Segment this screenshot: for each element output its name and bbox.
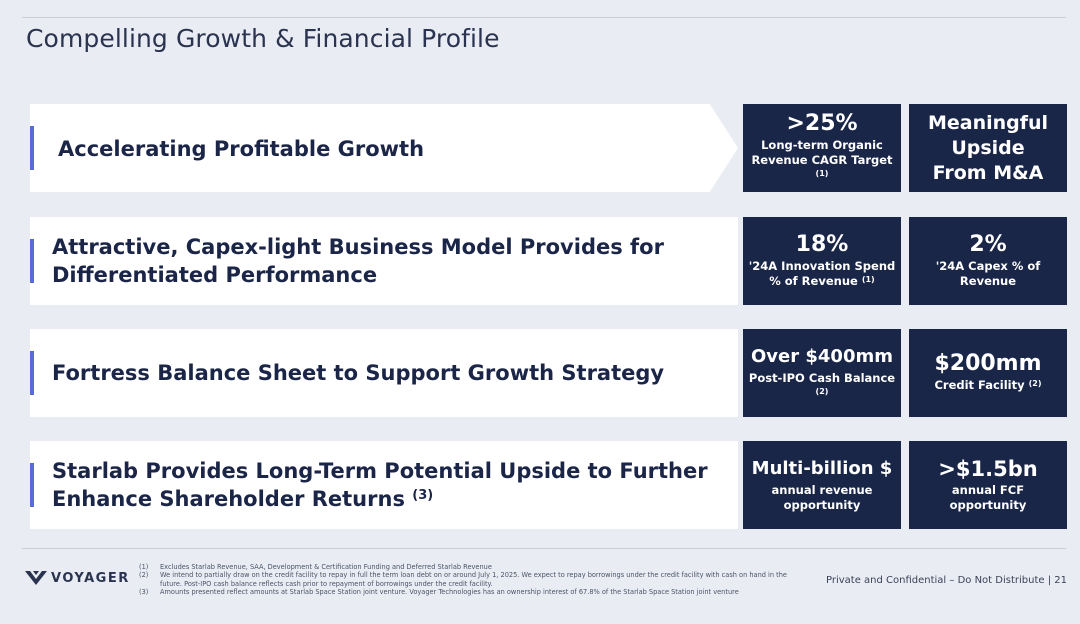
metric-caption: annual revenue opportunity: [772, 483, 873, 513]
footnote-text: We intend to partially draw on the credi…: [160, 571, 787, 588]
metric-caption: Post-IPO Cash Balance (2): [747, 371, 897, 402]
metric-caption: annual FCF opportunity: [950, 483, 1027, 513]
headline-line: Fortress Balance Sheet to Support Growth…: [52, 361, 665, 385]
metric-caption: '24A Innovation Spend % of Revenue (1): [749, 259, 896, 290]
footnotes: (1) Excludes Starlab Revenue, SAA, Devel…: [139, 563, 799, 597]
metric-caption: Long-term Organic Revenue CAGR Target (1…: [747, 138, 897, 184]
accent-bar: [30, 351, 34, 395]
metric-value: Multi-billion $: [751, 458, 893, 479]
metric-value: 2%: [969, 232, 1007, 257]
logo-text: VOYAGER: [51, 570, 130, 586]
accent-bar: [30, 239, 34, 283]
voyager-logo: VOYAGER: [25, 570, 130, 586]
row-balance-sheet: Fortress Balance Sheet to Support Growth…: [0, 329, 1080, 421]
row-banner: [30, 329, 738, 417]
caption-line: '24A Capex % of: [935, 259, 1041, 273]
headline-line: Differentiated Performance: [52, 263, 378, 287]
metric-caption: '24A Capex % of Revenue: [936, 259, 1041, 289]
footnote-text: Excludes Starlab Revenue, SAA, Developme…: [160, 563, 492, 571]
row-banner: [30, 104, 738, 192]
metric-value: >$1.5bn: [938, 457, 1038, 481]
footnote: (1) Excludes Starlab Revenue, SAA, Devel…: [139, 563, 799, 571]
metric-box-revenue-opportunity: Multi-billion $ annual revenue opportuni…: [743, 441, 901, 529]
caption-line: annual FCF: [951, 483, 1025, 497]
footnote-ref: (2): [1028, 379, 1042, 388]
footnote-ref: (2): [815, 386, 829, 396]
footnote-text: Amounts presented reflect amounts at Sta…: [160, 588, 739, 597]
metric-box-ma-upside: Meaningful Upside From M&A: [909, 104, 1067, 192]
row-capex-light: Attractive, Capex-light Business Model P…: [0, 217, 1080, 309]
footnote: (2) We intend to partially draw on the c…: [139, 571, 799, 588]
headline-line: Attractive, Capex-light Business Model P…: [52, 235, 664, 259]
caption-line: annual revenue: [771, 483, 873, 497]
accent-bar: [30, 463, 34, 507]
footnote-number: (1): [139, 563, 149, 571]
row-profitable-growth: Accelerating Profitable Growth >25% Long…: [0, 104, 1080, 196]
confidentiality-notice: Private and Confidential – Do Not Distri…: [826, 575, 1067, 586]
row-headline: Accelerating Profitable Growth: [58, 135, 424, 163]
bottom-divider: [22, 548, 1066, 549]
caption-line: Long-term Organic: [761, 138, 883, 152]
row-banner: [30, 217, 738, 305]
value-line: From M&A: [932, 161, 1044, 184]
metric-box-fcf-opportunity: >$1.5bn annual FCF opportunity: [909, 441, 1067, 529]
page-title: Compelling Growth & Financial Profile: [26, 24, 500, 53]
metric-value: $200mm: [934, 351, 1042, 376]
row-headline: Starlab Provides Long-Term Potential Ups…: [52, 457, 708, 517]
metric-value: 18%: [795, 231, 849, 257]
row-headline: Fortress Balance Sheet to Support Growth…: [52, 359, 664, 387]
metric-value: >25%: [786, 111, 858, 136]
row-banner: [30, 441, 738, 529]
caption-line: opportunity: [949, 498, 1027, 512]
top-divider: [22, 17, 1066, 18]
metric-box-organic-cagr: >25% Long-term Organic Revenue CAGR Targ…: [743, 104, 901, 192]
caption-line: Revenue CAGR Target: [751, 153, 893, 167]
caption-line: opportunity: [783, 498, 861, 512]
value-line: Upside: [951, 136, 1025, 159]
metric-box-capex: 2% '24A Capex % of Revenue: [909, 217, 1067, 305]
footnote-number: (3): [139, 588, 149, 597]
accent-bar: [30, 126, 34, 170]
metric-value: Over $400mm: [751, 345, 893, 367]
caption-line: % of Revenue: [769, 273, 858, 288]
voyager-mark-icon: [25, 571, 47, 585]
row-starlab: Starlab Provides Long-Term Potential Ups…: [0, 441, 1080, 533]
metric-box-innovation-spend: 18% '24A Innovation Spend % of Revenue (…: [743, 217, 901, 305]
metric-box-cash-balance: Over $400mm Post-IPO Cash Balance (2): [743, 329, 901, 417]
row-headline: Attractive, Capex-light Business Model P…: [52, 233, 664, 289]
metric-value: Meaningful Upside From M&A: [928, 111, 1048, 186]
caption-line: Credit Facility: [934, 378, 1025, 392]
metric-box-credit-facility: $200mm Credit Facility (2): [909, 329, 1067, 417]
headline-line: Accelerating Profitable Growth: [58, 137, 425, 161]
value-line: Meaningful: [927, 111, 1049, 134]
footnote: (3) Amounts presented reflect amounts at…: [139, 588, 799, 596]
metric-caption: Credit Facility (2): [934, 378, 1041, 394]
caption-line: Post-IPO Cash Balance: [748, 370, 896, 385]
footnote-ref: (3): [412, 488, 434, 503]
footnote-ref: (1): [861, 274, 875, 284]
caption-line: Revenue: [959, 274, 1017, 288]
footnote-ref: (1): [815, 169, 829, 178]
caption-line: '24A Innovation Spend: [748, 258, 896, 273]
headline-line: Enhance Shareholder Returns: [52, 487, 405, 511]
headline-line: Starlab Provides Long-Term Potential Ups…: [52, 459, 708, 483]
footnote-number: (2): [139, 571, 149, 580]
